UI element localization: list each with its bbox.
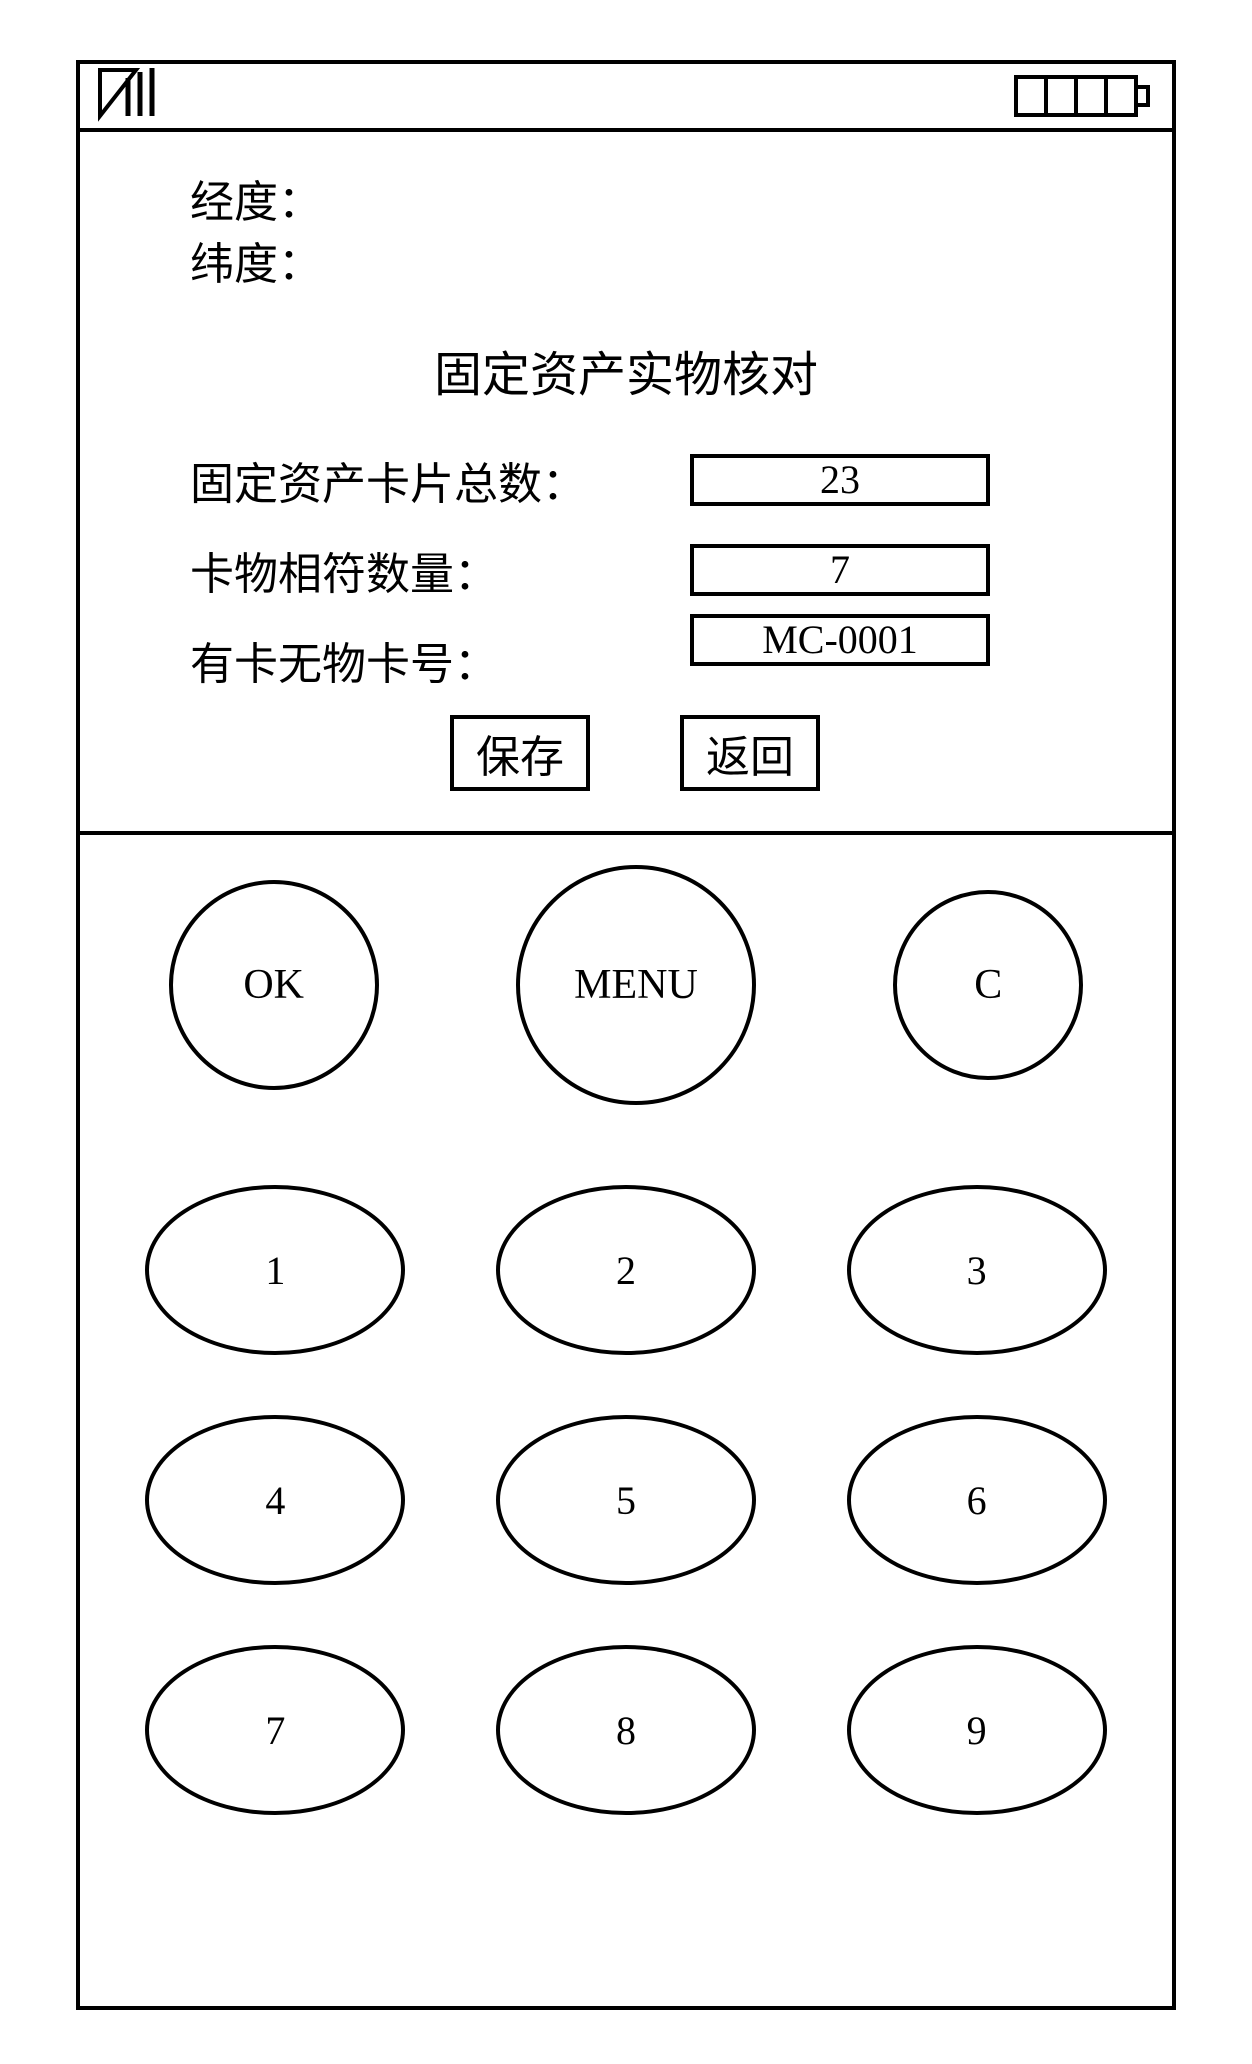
matched-label: 卡物相符数量： — [190, 538, 660, 602]
total-cards-value[interactable]: 23 — [690, 454, 990, 506]
keypad-row-top: OK MENU C — [100, 865, 1152, 1105]
key-menu[interactable]: MENU — [516, 865, 756, 1105]
key-9[interactable]: 9 — [847, 1645, 1107, 1815]
total-cards-label: 固定资产卡片总数： — [190, 448, 660, 512]
key-2[interactable]: 2 — [496, 1185, 756, 1355]
row-matched: 卡物相符数量： 7 — [190, 535, 1152, 605]
screen-area: 经度： 纬度： 固定资产实物核对 固定资产卡片总数： 23 卡物相符数量： 7 … — [80, 132, 1172, 835]
save-button[interactable]: 保存 — [450, 715, 590, 791]
key-3[interactable]: 3 — [847, 1185, 1107, 1355]
keypad-row-3: 7 8 9 — [100, 1645, 1152, 1815]
key-1[interactable]: 1 — [145, 1185, 405, 1355]
longitude-label: 经度： — [190, 172, 1152, 234]
status-bar — [80, 64, 1172, 132]
key-4[interactable]: 4 — [145, 1415, 405, 1585]
coordinates-block: 经度： 纬度： — [100, 172, 1152, 295]
action-row: 保存 返回 — [450, 715, 1152, 791]
row-missing: 有卡无物卡号： MC-0001 — [190, 625, 1152, 695]
device-frame: 经度： 纬度： 固定资产实物核对 固定资产卡片总数： 23 卡物相符数量： 7 … — [76, 60, 1176, 2010]
key-8[interactable]: 8 — [496, 1645, 756, 1815]
battery-icon — [1014, 71, 1154, 121]
signal-icon — [98, 68, 178, 124]
latitude-label: 纬度： — [190, 234, 1152, 296]
key-6[interactable]: 6 — [847, 1415, 1107, 1585]
key-c[interactable]: C — [893, 890, 1083, 1080]
keypad-row-1: 1 2 3 — [100, 1185, 1152, 1355]
key-5[interactable]: 5 — [496, 1415, 756, 1585]
page-title: 固定资产实物核对 — [100, 335, 1152, 405]
return-button[interactable]: 返回 — [680, 715, 820, 791]
key-7[interactable]: 7 — [145, 1645, 405, 1815]
missing-value[interactable]: MC-0001 — [690, 614, 990, 666]
key-ok[interactable]: OK — [169, 880, 379, 1090]
keypad-row-2: 4 5 6 — [100, 1415, 1152, 1585]
keypad: OK MENU C 1 2 3 4 5 6 7 8 9 — [80, 835, 1172, 2006]
missing-label: 有卡无物卡号： — [190, 628, 660, 692]
form-rows: 固定资产卡片总数： 23 卡物相符数量： 7 有卡无物卡号： MC-0001 — [100, 445, 1152, 695]
row-total-cards: 固定资产卡片总数： 23 — [190, 445, 1152, 515]
matched-value[interactable]: 7 — [690, 544, 990, 596]
